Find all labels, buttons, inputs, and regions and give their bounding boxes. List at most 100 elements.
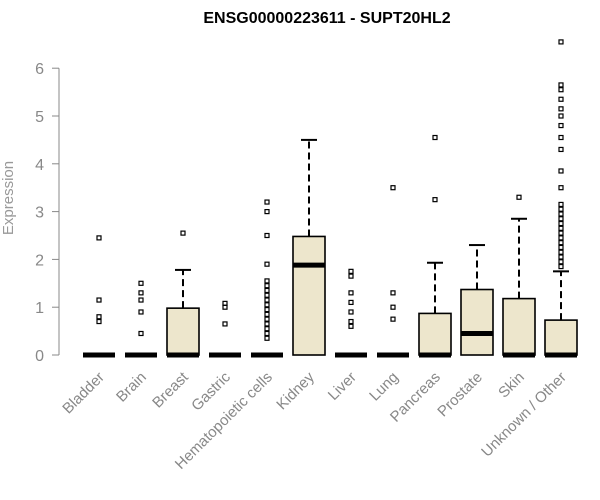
outlier-point bbox=[348, 323, 354, 329]
box-iqr bbox=[460, 288, 494, 356]
outlier-point bbox=[558, 225, 564, 231]
box-iqr bbox=[544, 319, 578, 356]
outlier-point bbox=[432, 197, 438, 203]
outlier-point bbox=[558, 254, 564, 260]
outlier-point bbox=[558, 216, 564, 222]
outlier-point bbox=[264, 292, 270, 298]
outlier-point bbox=[264, 306, 270, 313]
box-iqr bbox=[502, 297, 536, 356]
box-bladder bbox=[83, 235, 115, 358]
y-tick-label: 0 bbox=[35, 348, 44, 365]
outlier-point bbox=[432, 134, 438, 141]
box-lung bbox=[377, 185, 409, 358]
outlier-point bbox=[348, 268, 354, 274]
outlier-point bbox=[264, 321, 270, 327]
box-hematopoietic-cells bbox=[251, 199, 283, 358]
outlier-point bbox=[348, 299, 354, 306]
outlier-point bbox=[180, 230, 186, 236]
outlier-point bbox=[264, 335, 270, 341]
box-breast bbox=[166, 230, 200, 358]
box-iqr bbox=[418, 312, 452, 356]
outlier-point bbox=[390, 185, 396, 191]
outlier-point bbox=[558, 87, 564, 93]
outlier-point bbox=[96, 318, 102, 325]
outlier-point bbox=[558, 259, 564, 265]
box-skin bbox=[502, 194, 536, 358]
outlier-point bbox=[264, 278, 270, 284]
axes: 0 1 2 3 4 5 6 bbox=[35, 61, 60, 365]
outlier-point bbox=[558, 185, 564, 191]
outlier-point bbox=[264, 199, 270, 205]
outlier-point bbox=[264, 330, 270, 337]
outlier-point bbox=[558, 106, 564, 112]
outlier-point bbox=[558, 211, 564, 217]
outlier-point bbox=[264, 283, 270, 289]
outlier-point bbox=[96, 314, 102, 320]
outlier-point bbox=[96, 235, 102, 241]
outlier-point bbox=[348, 318, 354, 325]
outlier-point bbox=[138, 290, 144, 296]
outlier-point bbox=[558, 206, 564, 212]
box-prostate bbox=[460, 244, 494, 356]
x-tick-label: Breast bbox=[149, 368, 192, 411]
outlier-point bbox=[390, 316, 396, 322]
outlier-point bbox=[264, 316, 270, 322]
x-tick-label: Brain bbox=[113, 369, 150, 406]
outlier-point bbox=[558, 113, 564, 119]
outlier-point bbox=[558, 134, 564, 141]
outlier-point bbox=[558, 230, 564, 236]
outlier-point bbox=[264, 297, 270, 303]
y-tick-label: 4 bbox=[35, 157, 44, 174]
outlier-point bbox=[348, 290, 354, 296]
x-tick-label: Kidney bbox=[273, 368, 318, 413]
box-pancreas bbox=[418, 134, 452, 358]
outlier-point bbox=[264, 287, 270, 294]
box-brain bbox=[125, 280, 157, 358]
outlier-point bbox=[222, 300, 228, 306]
outlier-point bbox=[264, 302, 270, 308]
outlier-point bbox=[558, 146, 564, 153]
outlier-point bbox=[558, 263, 564, 270]
boxes-group bbox=[83, 39, 578, 358]
outlier-point bbox=[558, 82, 564, 88]
outlier-point bbox=[558, 96, 564, 102]
y-tick-label: 5 bbox=[35, 109, 44, 126]
y-tick-label: 3 bbox=[35, 205, 44, 222]
box-unknown-other bbox=[544, 39, 578, 358]
outlier-point bbox=[390, 304, 396, 310]
outlier-point bbox=[222, 321, 228, 327]
y-axis-label: Expression bbox=[0, 161, 17, 235]
box-kidney bbox=[292, 138, 326, 356]
outlier-point bbox=[348, 273, 354, 279]
outlier-point bbox=[264, 326, 270, 332]
outlier-point bbox=[558, 220, 564, 227]
box-liver bbox=[335, 268, 367, 358]
x-tick-label: Lung bbox=[366, 369, 402, 405]
outlier-point bbox=[558, 39, 564, 45]
outlier-point bbox=[264, 209, 270, 215]
outlier-point bbox=[138, 309, 144, 315]
outlier-point bbox=[138, 330, 144, 337]
x-tick-label: Prostate bbox=[434, 369, 486, 421]
outlier-point bbox=[558, 201, 564, 208]
outlier-point bbox=[558, 249, 564, 255]
x-tick-label: Skin bbox=[495, 369, 528, 402]
outlier-point bbox=[558, 244, 564, 251]
outlier-point bbox=[558, 168, 564, 174]
y-tick-label: 2 bbox=[35, 252, 44, 269]
outlier-point bbox=[96, 297, 102, 303]
outlier-point bbox=[558, 240, 564, 246]
box-iqr bbox=[166, 307, 200, 356]
outlier-point bbox=[516, 194, 522, 200]
outlier-point bbox=[138, 297, 144, 303]
x-tick-label: Bladder bbox=[59, 369, 108, 418]
outlier-point bbox=[558, 235, 564, 241]
outlier-point bbox=[390, 290, 396, 296]
box-gastric bbox=[209, 300, 241, 358]
outlier-point bbox=[264, 311, 270, 317]
y-tick-label: 1 bbox=[35, 300, 44, 317]
outlier-point bbox=[138, 280, 144, 286]
box-iqr bbox=[292, 235, 326, 356]
